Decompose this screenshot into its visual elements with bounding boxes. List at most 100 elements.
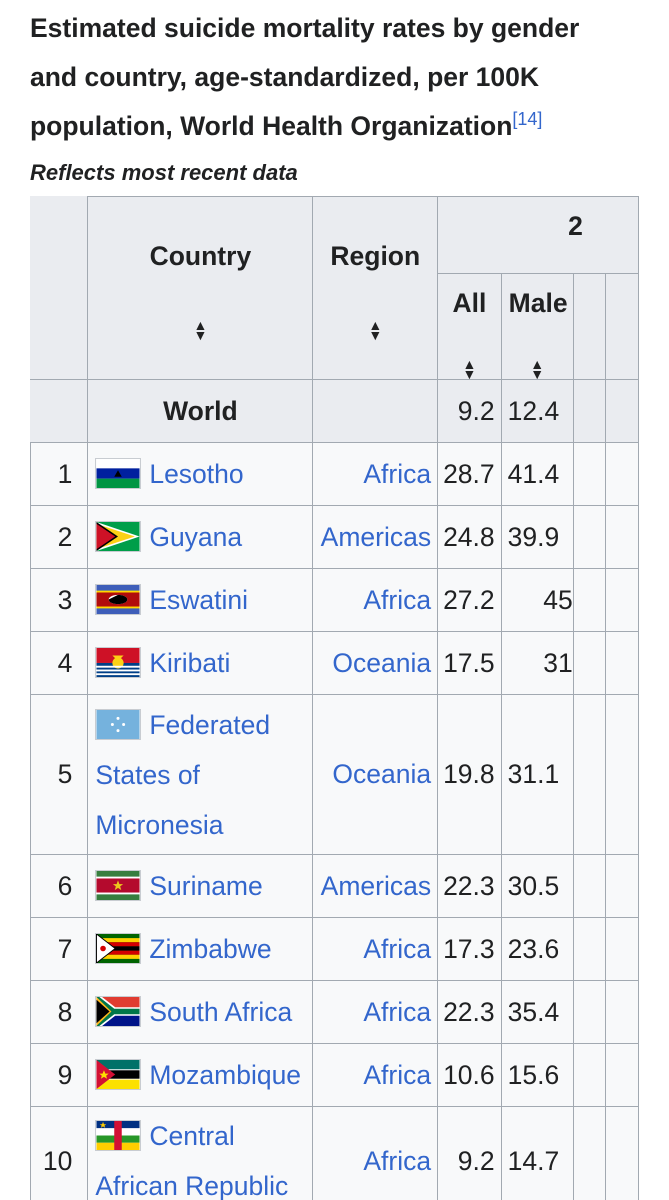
all-value: 28.7 — [437, 442, 502, 506]
table-container[interactable]: Country ▲ ▼ Region ▲ ▼ 2 All ▲ ▼ Male ▲ ▼ Wo… — [30, 196, 639, 1200]
world-extra-cell — [605, 379, 639, 443]
female-value — [572, 917, 607, 981]
reference-link[interactable]: [14] — [512, 109, 543, 129]
region-link[interactable]: Africa — [312, 917, 439, 981]
table-row: 7 Zimbabwe Africa 17.3 23.6 — [30, 917, 639, 981]
country-cell: South Africa — [87, 980, 314, 1044]
all-value: 24.8 — [437, 505, 502, 569]
extra-value — [605, 631, 639, 695]
country-cell: Mozambique — [87, 1043, 314, 1107]
table-subcaption: Reflects most recent data — [30, 160, 298, 185]
suriname-flag-icon — [95, 870, 142, 901]
table-body: 1 Lesotho Africa 28.7 41.4 2 Guyana Americas 24.… — [30, 442, 639, 1200]
female-value — [572, 694, 607, 855]
kiribati-flag-icon — [95, 647, 142, 678]
extra-value — [605, 505, 639, 569]
male-value: 31.1 — [500, 694, 574, 855]
country-cell: Zimbabwe — [87, 917, 314, 981]
region-link[interactable]: Americas — [312, 505, 439, 569]
all-value: 17.5 — [437, 631, 502, 695]
male-value: 39.9 — [500, 505, 574, 569]
all-header[interactable]: All ▲ ▼ — [437, 273, 502, 380]
sort-icon[interactable]: ▲ ▼ — [462, 356, 477, 380]
lesotho-flag-icon — [95, 458, 142, 489]
extra-value — [605, 917, 639, 981]
country-link[interactable]: Zimbabwe — [149, 934, 272, 964]
extra-value — [605, 442, 639, 506]
country-link[interactable]: Kiribati — [149, 648, 231, 678]
male-header-label: Male — [508, 288, 568, 318]
all-value: 10.6 — [437, 1043, 502, 1107]
sort-icon[interactable]: ▲ ▼ — [193, 317, 208, 343]
region-link[interactable]: Africa — [312, 1106, 439, 1200]
mozambique-flag-icon — [95, 1059, 142, 1090]
world-all: 9.2 — [437, 379, 502, 443]
country-link[interactable]: Suriname — [149, 871, 263, 901]
table-row: 9 Mozambique Africa 10.6 15.6 — [30, 1043, 639, 1107]
all-header-label: All — [452, 288, 487, 318]
world-label: World — [87, 379, 314, 443]
region-link[interactable]: Oceania — [312, 631, 439, 695]
country-cell: Kiribati — [87, 631, 314, 695]
country-link[interactable]: Central African Republic — [95, 1121, 289, 1200]
all-value: 19.8 — [437, 694, 502, 855]
extra-value — [605, 568, 639, 632]
female-value — [572, 1043, 607, 1107]
country-link[interactable]: Eswatini — [149, 585, 249, 615]
region-header[interactable]: Region ▲ ▼ — [312, 196, 439, 380]
eswatini-flag-icon — [95, 584, 142, 615]
table-row: 10 Central African Republic Africa 9.2 14.7 — [30, 1106, 639, 1200]
country-cell: Lesotho — [87, 442, 314, 506]
country-cell: Central African Republic — [87, 1106, 314, 1200]
all-value: 17.3 — [437, 917, 502, 981]
table-row: 3 Eswatini Africa 27.2 45 — [30, 568, 639, 632]
rank-cell: 8 — [30, 980, 89, 1044]
extra-value — [605, 694, 639, 855]
region-link[interactable]: Africa — [312, 568, 439, 632]
country-link[interactable]: Federated States of Micronesia — [95, 709, 271, 840]
central-african-republic-flag-icon — [95, 1120, 142, 1151]
rank-cell: 4 — [30, 631, 89, 695]
male-value: 15.6 — [500, 1043, 574, 1107]
region-link[interactable]: Africa — [312, 1043, 439, 1107]
rank-cell: 1 — [30, 442, 89, 506]
country-header[interactable]: Country ▲ ▼ — [87, 196, 314, 380]
country-cell: Eswatini — [87, 568, 314, 632]
micronesia-flag-icon — [95, 708, 142, 740]
table-row: 6 Suriname Americas 22.3 30.5 — [30, 854, 639, 918]
world-male: 12.4 — [500, 379, 574, 443]
table-row: 1 Lesotho Africa 28.7 41.4 — [30, 442, 639, 506]
extra-value — [605, 1106, 639, 1200]
male-value: 45 — [500, 568, 574, 632]
country-link[interactable]: South Africa — [149, 997, 293, 1027]
rank-cell: 10 — [30, 1106, 89, 1200]
all-value: 22.3 — [437, 854, 502, 918]
country-header-label: Country — [149, 241, 252, 271]
region-link[interactable]: Africa — [312, 980, 439, 1044]
country-link[interactable]: Guyana — [149, 522, 243, 552]
male-header[interactable]: Male ▲ ▼ — [500, 273, 574, 380]
male-value: 41.4 — [500, 442, 574, 506]
female-header[interactable] — [572, 273, 607, 380]
female-value — [572, 854, 607, 918]
country-link[interactable]: Lesotho — [149, 459, 244, 489]
region-link[interactable]: Africa — [312, 442, 439, 506]
table-row: 5 Federated States of Micronesia Oceania 19… — [30, 694, 639, 855]
male-value: 31 — [500, 631, 574, 695]
country-link[interactable]: Mozambique — [149, 1060, 302, 1090]
extra-value — [605, 1043, 639, 1107]
all-value: 27.2 — [437, 568, 502, 632]
year-group-header: 2 — [437, 196, 639, 274]
table-row: 2 Guyana Americas 24.8 39.9 — [30, 505, 639, 569]
sort-icon[interactable]: ▲ ▼ — [530, 356, 545, 380]
extra-header[interactable] — [605, 273, 639, 380]
country-cell: Federated States of Micronesia — [87, 694, 314, 855]
female-value — [572, 568, 607, 632]
region-link[interactable]: Americas — [312, 854, 439, 918]
rank-cell: 5 — [30, 694, 89, 855]
male-value: 35.4 — [500, 980, 574, 1044]
sort-icon[interactable]: ▲ ▼ — [368, 317, 383, 343]
region-link[interactable]: Oceania — [312, 694, 439, 855]
all-value: 9.2 — [437, 1106, 502, 1200]
all-value: 22.3 — [437, 980, 502, 1044]
